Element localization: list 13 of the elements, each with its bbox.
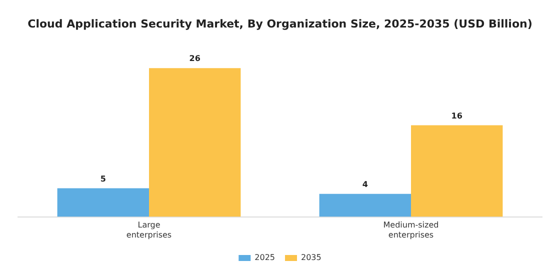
bar [57, 188, 149, 217]
bar [149, 68, 241, 217]
data-label: 4 [362, 180, 368, 189]
bar [319, 194, 411, 217]
data-label: 16 [451, 111, 463, 120]
x-tick-label: Large enterprises [126, 220, 172, 240]
x-tick-label: Medium-sized enterprises [383, 220, 439, 240]
data-label: 26 [189, 54, 201, 64]
bar [411, 125, 503, 217]
chart-title: Cloud Application Security Market, By Organization Size, 2025-2035 (USD Billion) [28, 17, 532, 30]
legend-label: 2025 [254, 253, 275, 262]
data-label: 5 [100, 174, 106, 184]
legend-label: 2035 [301, 253, 322, 262]
